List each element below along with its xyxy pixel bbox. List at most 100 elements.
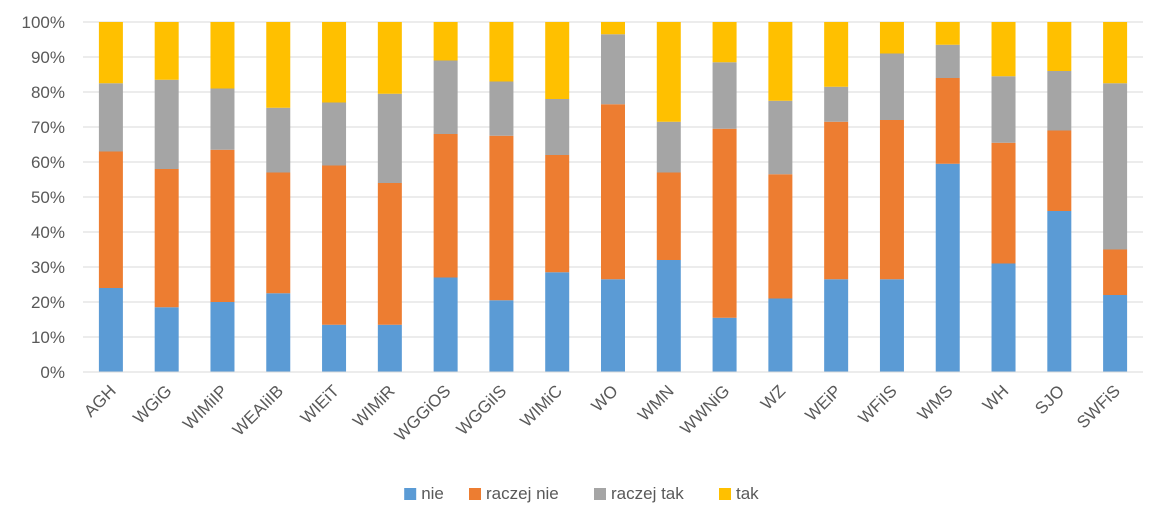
bar-segment xyxy=(154,169,179,308)
x-tick-label: WMS xyxy=(914,381,957,424)
bar-segment xyxy=(433,22,458,61)
x-tick-label: AGH xyxy=(80,381,119,420)
x-tick-label: WIEiT xyxy=(297,381,343,427)
bar-segment xyxy=(1103,295,1128,372)
bar-segment xyxy=(98,151,123,288)
bar-segment xyxy=(266,22,291,108)
bar-segment xyxy=(712,128,737,318)
bar-segment xyxy=(98,288,123,372)
x-tick-label: WGiG xyxy=(129,381,175,427)
legend-label: raczej nie xyxy=(486,484,559,503)
bar-segment xyxy=(433,134,458,278)
y-tick-label: 40% xyxy=(31,223,65,242)
x-tick-label: WGGiOS xyxy=(391,381,455,445)
bar-segment xyxy=(545,272,570,372)
bar-segment xyxy=(210,22,235,89)
y-tick-label: 60% xyxy=(31,153,65,172)
bar-segment xyxy=(712,22,737,63)
bar-segment xyxy=(154,79,179,169)
bar-segment xyxy=(991,76,1016,143)
x-tick-label: WGGiIS xyxy=(453,381,511,439)
x-tick-label: WO xyxy=(588,381,622,415)
bar-segment xyxy=(768,174,793,299)
bar-segment xyxy=(489,135,514,301)
bar-segment xyxy=(601,104,625,280)
legend-swatch xyxy=(469,488,481,500)
y-tick-label: 80% xyxy=(31,83,65,102)
bar-segment xyxy=(824,121,849,280)
bar-segment xyxy=(712,317,737,372)
x-tick-label: WFiIS xyxy=(855,381,901,427)
legend-label: nie xyxy=(421,484,444,503)
bar-segment xyxy=(1103,22,1128,84)
x-tick-label: WIMiIP xyxy=(179,381,231,433)
bar-segment xyxy=(154,22,179,80)
legend-label: raczej tak xyxy=(611,484,684,503)
bar-segment xyxy=(266,172,291,294)
bar-segment xyxy=(991,263,1016,372)
bar-segment xyxy=(824,279,849,372)
bar-segment xyxy=(154,307,179,372)
bar-segment xyxy=(210,149,235,302)
x-tick-label: WIMiR xyxy=(349,381,398,430)
bar-segment xyxy=(489,22,514,82)
bar-segment xyxy=(768,100,793,175)
bar-segment xyxy=(489,81,514,136)
x-tick-label: WH xyxy=(979,381,1012,414)
bar-segment xyxy=(98,83,123,152)
y-tick-label: 0% xyxy=(40,363,65,382)
x-tick-label: SJO xyxy=(1031,381,1068,418)
bar-segment xyxy=(322,324,347,372)
bar-segment xyxy=(433,60,458,134)
legend-swatch xyxy=(719,488,731,500)
bar-segment xyxy=(1047,211,1072,372)
y-tick-label: 70% xyxy=(31,118,65,137)
y-tick-label: 30% xyxy=(31,258,65,277)
bar-segment xyxy=(601,34,625,105)
legend-swatch xyxy=(594,488,606,500)
bar-segment xyxy=(601,22,625,35)
bar-segment xyxy=(601,279,625,372)
bar-segment xyxy=(1047,22,1072,71)
bar-segment xyxy=(768,298,793,372)
bar-segment xyxy=(879,120,904,280)
bar-segment xyxy=(322,102,347,166)
bar-segment xyxy=(824,86,849,122)
bar-segment xyxy=(1047,130,1072,211)
bar-segment xyxy=(879,53,904,120)
bar-segment xyxy=(322,22,347,103)
bar-segment xyxy=(377,22,402,94)
bar-segment xyxy=(824,22,849,87)
bar-segment xyxy=(545,155,570,273)
bar-segment xyxy=(322,165,347,325)
legend: nie raczej nie raczej tak tak xyxy=(404,484,759,503)
bar-segment xyxy=(1047,71,1072,131)
bar-segment xyxy=(433,277,458,372)
bar-segment xyxy=(991,142,1016,264)
bar-segment xyxy=(656,22,681,122)
x-tick-label: WMN xyxy=(634,381,677,424)
bar-segment xyxy=(1103,249,1128,295)
bar-segment xyxy=(266,107,291,173)
bar-segment xyxy=(545,22,570,99)
bar-segment xyxy=(1103,83,1128,250)
y-tick-label: 10% xyxy=(31,328,65,347)
bar-segment xyxy=(712,62,737,129)
bar-segment xyxy=(935,44,960,78)
x-tick-label: WZ xyxy=(757,381,789,413)
bar-segment xyxy=(656,121,681,173)
bar-segment xyxy=(377,93,402,183)
legend-label: tak xyxy=(736,484,759,503)
y-tick-label: 50% xyxy=(31,188,65,207)
bar-segment xyxy=(377,183,402,325)
bar-segment xyxy=(377,324,402,372)
y-tick-label: 100% xyxy=(22,13,65,32)
y-tick-label: 90% xyxy=(31,48,65,67)
bar-segment xyxy=(266,293,291,372)
x-tick-label: WEiP xyxy=(801,381,844,424)
bar-segment xyxy=(991,22,1016,77)
bar-segment xyxy=(935,163,960,372)
bar-segment xyxy=(656,260,681,372)
x-tick-label: SWFiS xyxy=(1073,381,1124,432)
